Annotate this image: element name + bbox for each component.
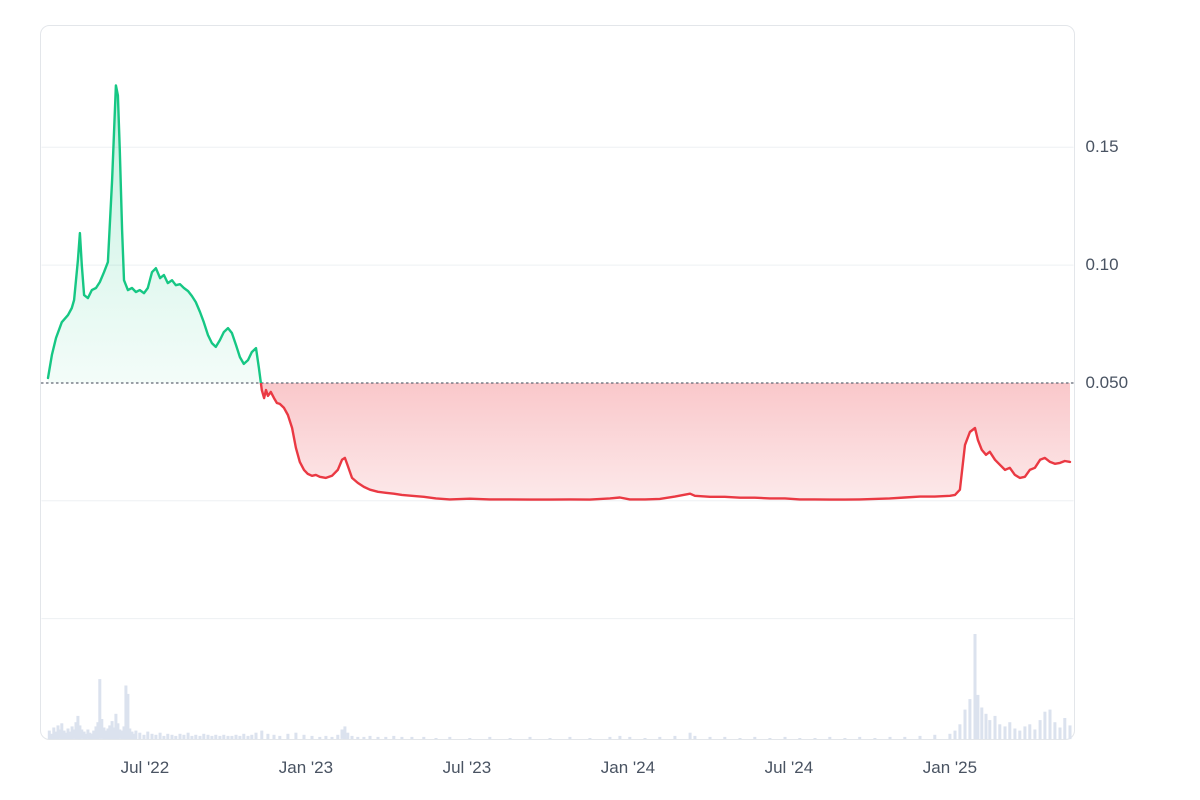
x-tick-1: Jan '23: [278, 758, 334, 777]
y-tick-0: 0.15: [1085, 137, 1119, 157]
y-tick-2: 0.050: [1085, 372, 1129, 392]
y-tick-1: 0.10: [1085, 255, 1119, 275]
x-tick-3: Jan '24: [600, 758, 656, 777]
x-tick-5: Jan '25: [922, 758, 978, 777]
x-tick-4: Jul '24: [764, 758, 814, 777]
x-tick-2: Jul '23: [442, 758, 492, 777]
x-tick-0: Jul '22: [120, 758, 170, 777]
